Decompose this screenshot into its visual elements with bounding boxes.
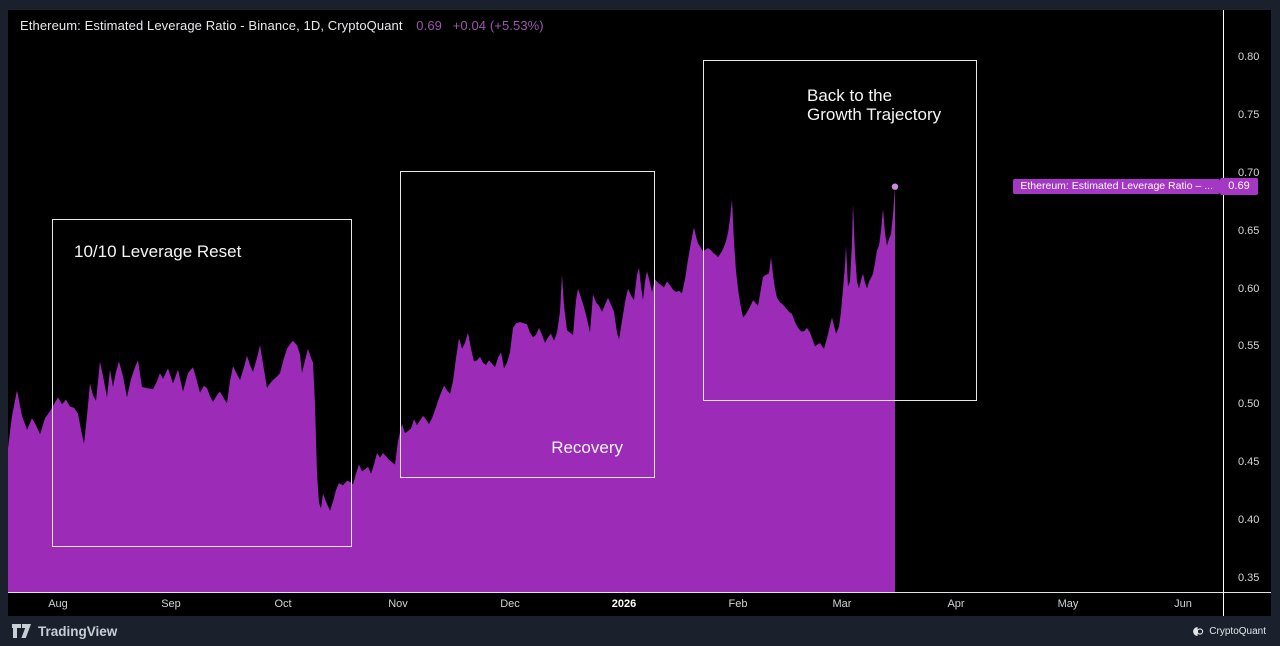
price-axis[interactable]: 0.80 0.75 0.70 0.65 0.60 0.55 0.50 0.45 0.40 0.35: [1224, 0, 1271, 616]
time-tick-label: Aug: [48, 598, 68, 610]
time-tick-label: May: [1057, 598, 1079, 610]
price-tick-label: 0.35: [1238, 572, 1260, 584]
price-tick-label: 0.70: [1238, 166, 1260, 179]
annotation-label-line1: Back to the: [807, 86, 893, 105]
tradingview-link[interactable]: TradingView: [12, 624, 117, 639]
price-tick-label: 0.75: [1238, 108, 1260, 121]
annotation-box-recovery[interactable]: Recovery: [400, 171, 655, 478]
last-price: 0.69: [416, 18, 442, 33]
annotation-label-line2: Growth Trajectory: [807, 105, 942, 124]
annotation-label-leverage-reset: 10/10 Leverage Reset: [74, 242, 242, 261]
price-tick-label: 0.80: [1238, 51, 1260, 63]
time-tick-label: Apr: [947, 598, 965, 610]
time-tick-label: Feb: [728, 598, 748, 610]
time-tick-label: Oct: [274, 598, 292, 610]
price-tick-label: 0.40: [1238, 514, 1260, 527]
time-tick-label: Mar: [832, 598, 852, 610]
annotation-label-growth-trajectory: Back to the Growth Trajectory: [807, 86, 941, 124]
area-path: [8, 186, 895, 592]
price-value-badge: 0.69: [1220, 178, 1258, 195]
tradingview-logo-icon: [12, 624, 31, 638]
price-tick-label: 0.55: [1238, 340, 1260, 353]
time-tick-label: Dec: [500, 598, 520, 610]
price-tick-label: 0.50: [1238, 398, 1260, 411]
annotation-label-recovery: Recovery: [551, 438, 623, 457]
price-change: +0.04 (+5.53%): [452, 18, 544, 33]
price-tick-label: 0.60: [1238, 282, 1260, 295]
last-point-marker: [891, 183, 899, 190]
price-series-badge: Ethereum: Estimated Leverage Ratio – ...: [1013, 179, 1220, 194]
time-tick-label: Nov: [388, 598, 408, 610]
cryptoquant-logo-icon: [1193, 626, 1204, 636]
cryptoquant-label: CryptoQuant: [1209, 625, 1266, 637]
footer-bar: TradingView CryptoQuant: [0, 616, 1280, 646]
annotation-box-growth-trajectory[interactable]: Back to the Growth Trajectory: [703, 60, 977, 401]
time-axis[interactable]: Aug Sep Oct Nov Dec 2026 Feb Mar Apr May Jun: [0, 592, 1271, 616]
symbol-title: Ethereum: Estimated Leverage Ratio - Bin…: [20, 18, 403, 33]
cryptoquant-watermark: CryptoQuant: [1193, 626, 1266, 637]
time-tick-label: Sep: [161, 598, 181, 610]
annotation-box-leverage-reset[interactable]: 10/10 Leverage Reset: [52, 219, 352, 547]
price-tick-label: 0.65: [1238, 224, 1260, 237]
time-tick-label: 2026: [611, 598, 637, 610]
tradingview-label: TradingView: [38, 623, 118, 639]
price-tick-label: 0.45: [1238, 456, 1260, 469]
symbol-title-row[interactable]: Ethereum: Estimated Leverage Ratio - Bin…: [20, 18, 544, 33]
time-tick-label: Jun: [1174, 598, 1192, 610]
